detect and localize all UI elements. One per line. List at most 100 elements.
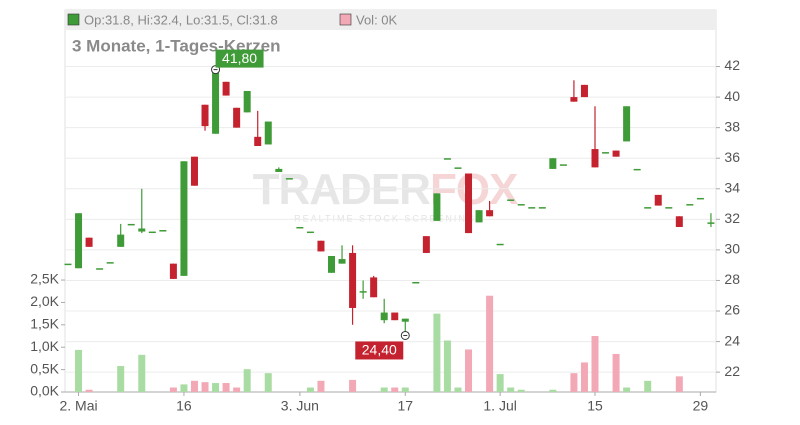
candle-body — [602, 152, 610, 154]
x-tick-label: 16 — [176, 398, 192, 414]
volume-bar — [190, 380, 198, 392]
candle-body — [180, 161, 188, 276]
candle-body — [686, 204, 694, 206]
candle-body — [64, 263, 72, 266]
candle-body — [559, 164, 567, 166]
candle-body — [285, 178, 293, 180]
volume-bar — [454, 387, 462, 392]
candle-body — [591, 149, 599, 168]
volume-bar — [117, 366, 125, 392]
volume-bar — [401, 387, 409, 392]
candle-body — [633, 168, 641, 171]
candle-body — [359, 291, 367, 293]
x-tick-label: 3. Jun — [281, 398, 319, 414]
volume-bar — [486, 295, 494, 392]
candle-body — [306, 231, 314, 234]
candle-body — [317, 240, 325, 252]
volume-bar — [675, 376, 683, 392]
volume-bar — [349, 379, 357, 392]
volume-bar — [644, 380, 652, 392]
candle-body — [538, 207, 546, 209]
candle-body — [454, 167, 462, 169]
volume-bar — [517, 389, 525, 392]
candle-body — [486, 210, 494, 217]
candle-body — [159, 230, 167, 232]
candle-body — [169, 263, 177, 279]
candle-body — [665, 207, 673, 209]
candle-body — [201, 104, 209, 127]
volume-bar — [391, 387, 399, 392]
candle-body — [644, 207, 652, 209]
candle-body — [465, 173, 473, 234]
volume-bar — [380, 387, 388, 392]
x-tick-label: 1. Jul — [483, 398, 516, 414]
candle-body — [127, 223, 135, 226]
volume-bar — [570, 373, 578, 392]
candle-body — [443, 158, 451, 160]
candle-body — [349, 252, 357, 308]
y-tick-label: 32 — [724, 210, 740, 226]
x-tick-label: 17 — [397, 398, 413, 414]
candle-body — [391, 312, 399, 321]
candle-body — [275, 168, 283, 172]
candle-body — [212, 72, 220, 134]
x-tick-label: 2. Mai — [59, 398, 97, 414]
volume-bar — [591, 336, 599, 392]
candle-body — [254, 136, 262, 146]
volume-bar — [507, 387, 515, 392]
volume-bar — [580, 362, 588, 392]
volume-bar — [75, 349, 83, 392]
volume-bars — [75, 295, 683, 392]
candle-body — [222, 81, 230, 96]
candle-body — [496, 243, 504, 246]
volume-bar — [138, 354, 146, 392]
candle-body — [296, 226, 304, 229]
candle-body — [707, 222, 715, 224]
candle-body — [570, 97, 578, 102]
y-tick-label: 42 — [724, 57, 740, 73]
candle-body — [696, 197, 704, 200]
annotation-label: 24,40 — [362, 342, 397, 358]
candle-body — [106, 262, 114, 264]
y-tick-label: 30 — [724, 241, 740, 257]
candles — [64, 69, 715, 336]
volume-bar — [306, 387, 314, 392]
y2-tick-label: 1,5K — [30, 316, 59, 332]
candle-body — [675, 216, 683, 227]
y-tick-label: 38 — [724, 118, 740, 134]
y2-tick-label: 1,0K — [30, 338, 59, 354]
legend-price: Op:31.8, Hi:32.4, Lo:31.5, Cl:31.8 — [84, 12, 278, 27]
y-tick-label: 40 — [724, 88, 740, 104]
volume-bar — [549, 389, 557, 392]
candle-body — [190, 156, 198, 186]
candle-body — [75, 213, 83, 269]
volume-bar — [264, 373, 272, 392]
candle-body — [433, 193, 441, 221]
candle-body — [422, 236, 430, 253]
candle-body — [612, 150, 620, 157]
candle-body — [401, 318, 409, 322]
candle-body — [528, 207, 536, 209]
x-tick-label: 29 — [693, 398, 709, 414]
candle-body — [138, 228, 146, 232]
candle-body — [517, 204, 525, 206]
y2-tick-label: 2,5K — [30, 271, 59, 287]
candle-body — [380, 312, 388, 321]
watermark-sub: REALTIME STOCK SCREENING — [294, 213, 476, 223]
volume-bar — [233, 387, 241, 392]
candle-body — [507, 199, 515, 201]
volume-bar — [612, 353, 620, 392]
legend-volume: Vol: 0K — [356, 12, 398, 27]
y2-tick-label: 0,0K — [30, 383, 59, 399]
candle-body — [654, 194, 662, 206]
legend-swatch — [339, 13, 352, 26]
volume-bar — [222, 383, 230, 392]
candle-body — [412, 281, 420, 284]
volume-bar — [496, 374, 504, 392]
legend-bar — [65, 10, 716, 30]
y-tick-label: 22 — [724, 363, 740, 379]
candle-body — [370, 277, 378, 298]
candle-body — [96, 268, 104, 270]
plot-area — [64, 9, 717, 393]
